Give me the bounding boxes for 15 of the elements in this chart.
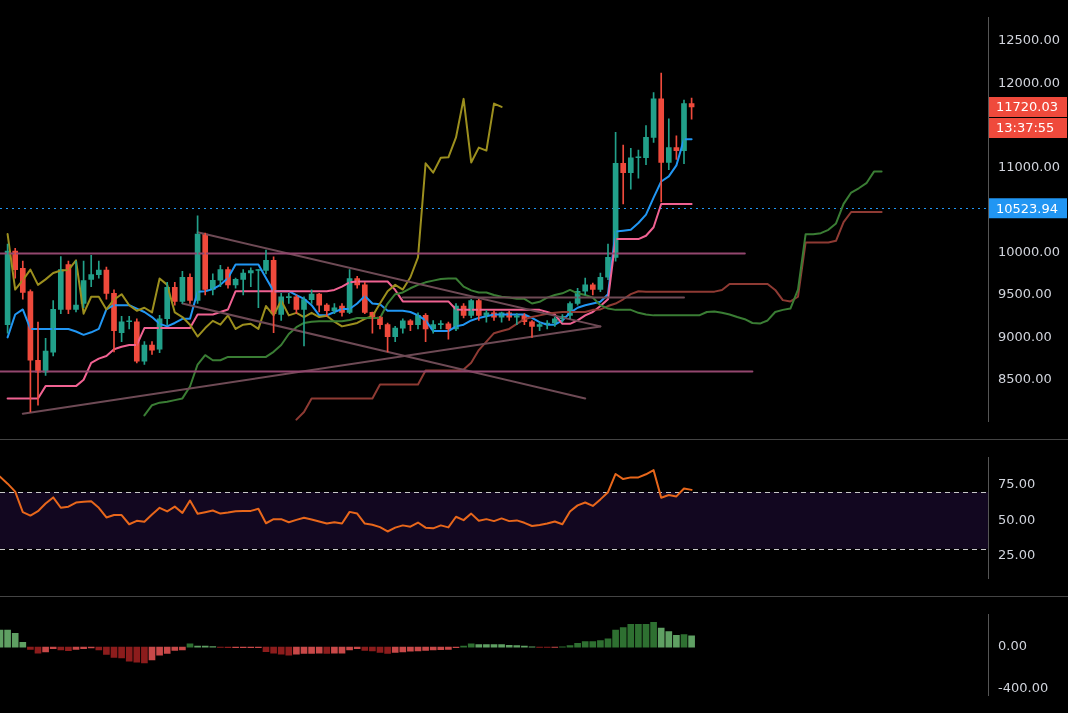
ref-line-label: 10523.94 (996, 200, 1059, 216)
y-tick-label: 75.00 (998, 476, 1036, 492)
text: 11720.03 (996, 99, 1059, 115)
y-tick-label: 10000.00 (998, 244, 1061, 260)
y-tick-label: 50.00 (998, 511, 1036, 527)
y-tick-label: 11000.00 (998, 159, 1061, 175)
y-tick-label: 8500.00 (998, 371, 1052, 387)
y-tick-label: -400.00 (998, 680, 1049, 696)
y-tick-label: 12000.00 (998, 74, 1061, 90)
y-tick-label: 9000.00 (998, 328, 1052, 344)
y-tick-label: 9500.00 (998, 286, 1052, 302)
y-tick-label: 25.00 (998, 547, 1036, 563)
text: 13:37:55 (996, 120, 1055, 136)
y-tick-label: 12500.00 (998, 32, 1061, 48)
y-tick-label: 0.00 (998, 638, 1027, 654)
